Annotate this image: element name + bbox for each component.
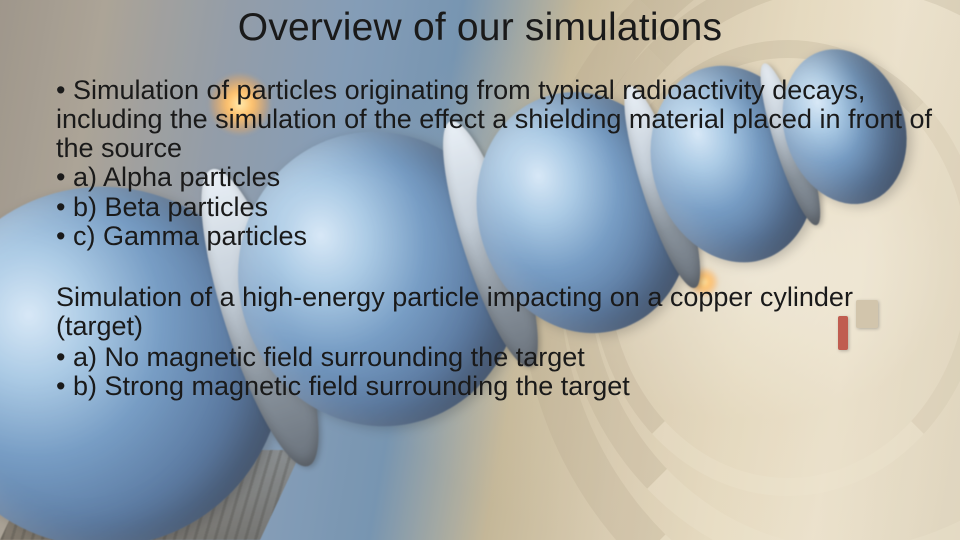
section2-item: b) Strong magnetic field surrounding the… [56, 372, 936, 401]
section1-item: c) Gamma particles [56, 222, 936, 251]
slide-title: Overview of our simulations [0, 6, 960, 50]
text-layer: Overview of our simulations Simulation o… [0, 0, 960, 540]
section2-item: a) No magnetic field surrounding the tar… [56, 343, 936, 372]
section1-item: b) Beta particles [56, 193, 936, 222]
slide-body: Simulation of particles originating from… [56, 76, 936, 402]
section2-lead: Simulation of a high-energy particle imp… [56, 283, 936, 341]
section1-item: a) Alpha particles [56, 163, 936, 192]
slide: Overview of our simulations Simulation o… [0, 0, 960, 540]
section1-lead: Simulation of particles originating from… [56, 76, 936, 163]
